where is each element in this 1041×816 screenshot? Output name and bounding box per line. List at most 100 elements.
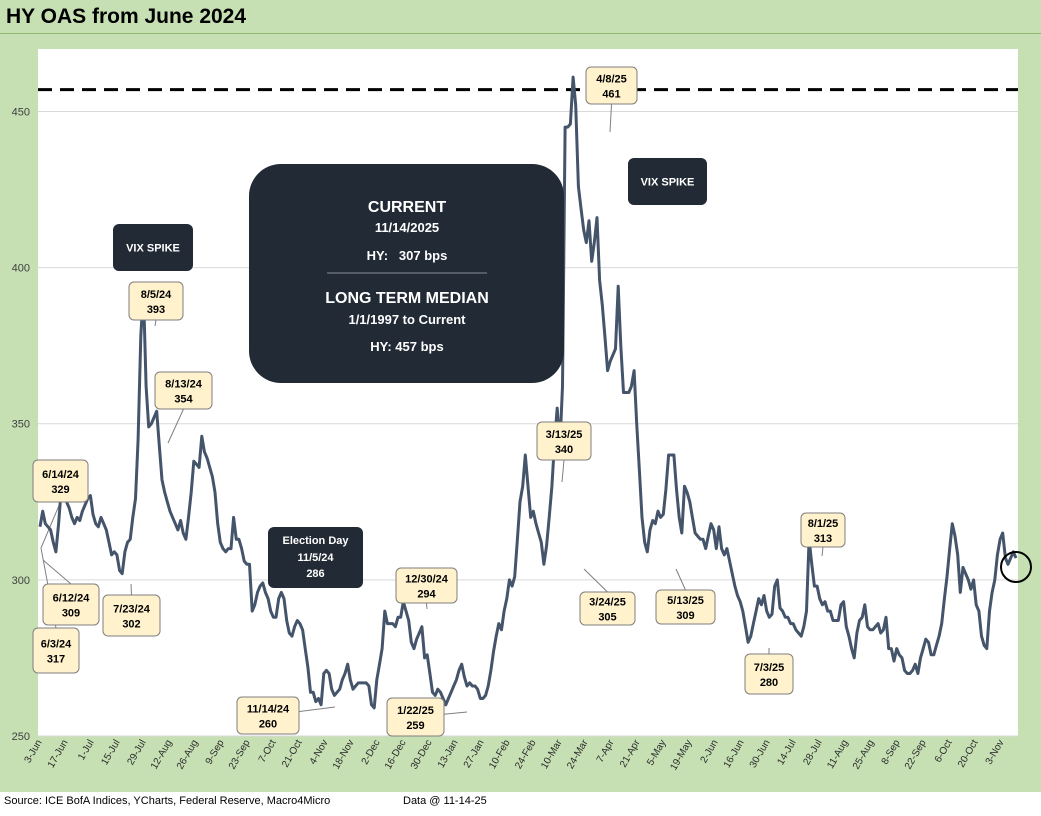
callout-box [395,567,458,604]
callout-value: 302 [122,619,140,631]
x-tick-label: 11-Aug [825,738,850,771]
dark-label-box [113,224,193,271]
callout-value: 259 [406,720,424,732]
x-tick-label: 26-Aug [175,738,201,771]
callout-leader [40,501,61,549]
callout-leader [821,546,824,557]
x-tick-label: 1-Jul [76,738,96,762]
dark-label-box [268,527,363,588]
info-current-value: HY: 307 bps [367,248,448,263]
x-tick-label: 9-Sep [204,738,227,767]
page-title: HY OAS from June 2024 [6,5,247,28]
callout-value: 309 [62,608,80,620]
x-tick-label: 5-May [645,738,668,768]
x-tick-label: 7-Apr [595,737,617,764]
callout-value: 294 [417,589,436,601]
y-tick-label: 350 [12,419,30,431]
callout-date: 7/23/24 [113,604,151,616]
info-box: CURRENT 11/14/2025 HY: 307 bps LONG TERM… [249,164,564,383]
y-tick-label: 450 [12,106,30,118]
x-tick-label: 28-Jul [801,738,824,767]
callout-value: 305 [598,612,616,624]
y-axis-ticks: 250 300 350 400 450 [12,106,30,743]
callout-date: 6/12/24 [53,593,91,605]
chart-svg: 250 300 350 400 450 3-Jun 17-Jun 1-Jul 15-Jul 29… [12,49,1032,772]
callout-box [585,66,638,105]
x-tick-label: 4-Nov [308,738,331,767]
callout-box [800,512,846,548]
x-tick-label: 29-Jul [125,738,148,767]
callout-leader [42,559,72,585]
callout-box [386,697,445,737]
callout-date: 6/3/24 [41,639,72,651]
callout-box [579,591,636,626]
callout-value: 354 [174,394,193,406]
callout-box [102,594,161,637]
callout-value: 280 [760,677,778,689]
x-tick-label: 24-Mar [565,737,591,771]
x-tick-label: 15-Jul [99,738,122,767]
x-tick-label: 19-May [668,738,694,772]
callout-leader [561,459,565,483]
dark-label-value: 286 [306,568,324,580]
callout-date: 8/5/24 [141,289,172,301]
callout-box [42,583,100,626]
callout-date: 8/1/25 [808,518,839,530]
x-tick-label: 10-Mar [539,737,565,771]
callout-leader [426,602,428,610]
callout-date: 4/8/25 [596,74,627,86]
dark-label-text: VIX SPIKE [126,243,180,255]
callout-box [154,371,213,410]
dark-labels: VIX SPIKE VIX SPIKE Election Day 11/5/24 286 [113,158,707,588]
x-tick-label: 24-Feb [513,738,539,771]
x-tick-label: 21-Apr [618,737,643,769]
x-tick-label: 13-Jan [436,738,461,770]
x-tick-label: 30-Jun [748,738,773,770]
callout-date: 7/3/25 [754,662,785,674]
current-point-circle [1000,551,1032,583]
info-current-date: 11/14/2025 [375,220,439,235]
callout-box [536,421,592,461]
grid-layer [38,110,1018,737]
callout-value: 317 [47,654,65,666]
footer: Source: ICE BofA Indices, YCharts, Feder… [0,792,1041,816]
x-tick-label: 2-Dec [360,738,383,767]
x-tick-label: 3-Nov [984,738,1007,767]
dark-label-date: 11/5/24 [297,552,334,564]
info-median-heading: LONG TERM MEDIAN [325,290,489,307]
x-tick-label: 12-Aug [149,738,175,771]
x-tick-label: 6-Oct [933,738,955,765]
info-current-heading: CURRENT [368,199,446,216]
callout-value: 329 [51,484,69,496]
callout-box [32,459,89,503]
x-axis-ticks: 3-Jun 17-Jun 1-Jul 15-Jul 29-Jul 12-Aug 26-Aug… [23,737,1007,772]
x-tick-label: 7-Oct [257,738,279,765]
dark-label-box [628,158,707,205]
hy-oas-series-line [38,75,1018,710]
x-tick-label: 30-Dec [409,738,435,771]
x-tick-label: 25-Aug [851,738,877,771]
callout-date: 12/30/24 [405,574,449,586]
x-tick-label: 22-Sep [903,738,929,772]
callout-date: 1/22/25 [397,705,434,717]
callout-date: 3/24/25 [589,597,626,609]
source-note: Source: ICE BofA Indices, YCharts, Feder… [4,795,331,807]
callout-value: 393 [147,304,165,316]
callout-box [744,653,794,695]
callout-leader [583,568,608,593]
dark-label-text: Election Day [282,535,349,547]
x-tick-label: 23-Sep [227,738,253,772]
x-tick-label: 8-Sep [880,738,903,767]
callout-date: 6/14/24 [42,469,80,481]
callout-leader [130,583,132,596]
callout-value: 340 [555,444,573,456]
info-median-value: HY: 457 bps [370,339,443,354]
x-tick-label: 2-Jun [699,738,721,765]
y-tick-label: 300 [12,575,30,587]
info-median-range: 1/1/1997 to Current [348,312,466,327]
callout-leader [675,568,686,591]
x-tick-label: 17-Jun [46,738,71,770]
x-tick-label: 16-Jun [722,738,747,770]
callout-date: 5/13/25 [667,595,704,607]
data-date-note: Data @ 11-14-25 [403,795,487,807]
